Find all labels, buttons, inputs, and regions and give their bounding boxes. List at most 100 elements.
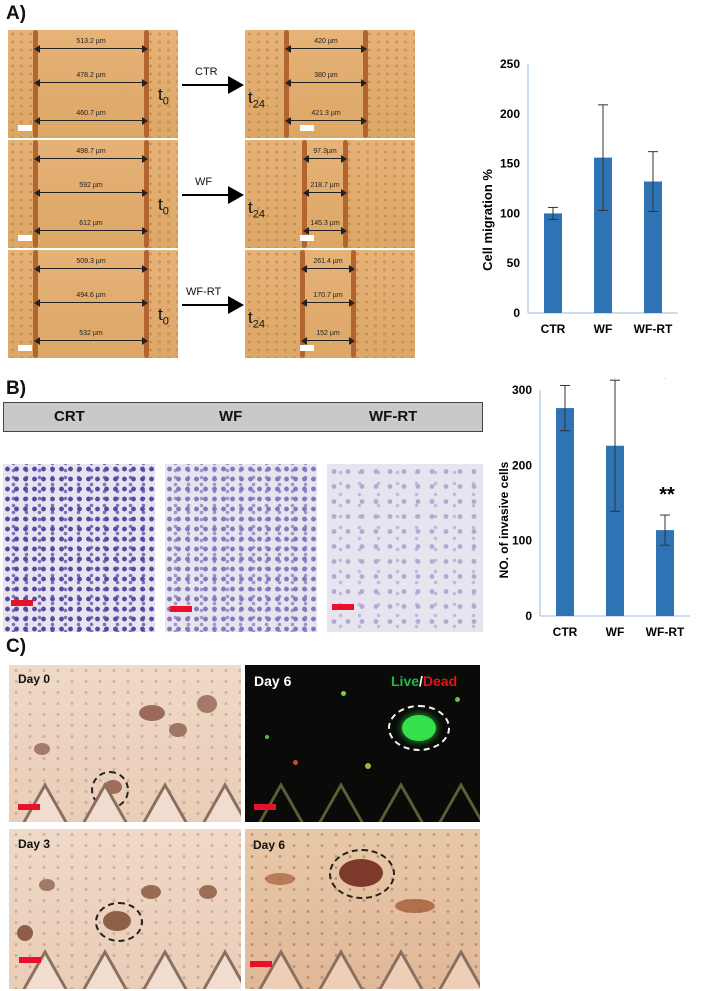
cell-migration-chart: Cell migration % 0 50 100 150 200 250 CTR WF WF-…: [480, 57, 678, 336]
invasion-header-crt: CRT: [54, 408, 85, 425]
measurement-label: 498.7 µm: [76, 148, 106, 155]
measurement-arrow: [301, 265, 355, 273]
measurement-label: 420 µm: [314, 38, 338, 45]
arrow-head: [228, 76, 244, 94]
bar: [544, 213, 562, 313]
category-label: WF-RT: [646, 625, 685, 639]
category-label: WF-RT: [634, 322, 673, 336]
y-tick-label: 100: [512, 534, 532, 548]
category-label: WF: [606, 625, 625, 639]
invasion-image-wf: [165, 464, 317, 632]
t0-label: t0: [158, 195, 169, 218]
y-tick-label: 250: [500, 57, 520, 71]
invasion-header-wfrt: WF-RT: [369, 408, 418, 425]
y-tick-label: 100: [500, 206, 520, 220]
bar: [606, 445, 624, 616]
scale-bar: [18, 125, 32, 131]
arrow-head: [228, 186, 244, 204]
time-arrow: [182, 194, 232, 196]
measurement-label: 532 µm: [79, 330, 103, 337]
chart-b-ylabel: NO. of invasive cells: [497, 461, 511, 578]
day-label: Day 3: [18, 837, 51, 851]
live-label: Live: [391, 673, 420, 689]
category-label: WF: [594, 322, 613, 336]
measurement-label: 478.2 µm: [76, 72, 106, 79]
measurement-arrow: [303, 155, 347, 163]
measurement-arrow: [34, 117, 148, 125]
invasion-header-wf: WF: [219, 408, 243, 425]
arrow-head: [228, 296, 244, 314]
invasion-image-crt: [3, 464, 155, 632]
measurement-label: 460.7 µm: [76, 110, 106, 117]
measurement-label: 97.3µm: [313, 148, 337, 155]
time-arrow: [182, 304, 232, 306]
measurement-label: 421.3 µm: [311, 110, 341, 117]
dead-label: Dead: [422, 673, 458, 689]
scale-bar: [170, 606, 192, 612]
measurement-label: 170.7 µm: [313, 292, 343, 299]
panel-label-b: B): [6, 378, 27, 399]
scale-bar: [300, 235, 314, 241]
spheroid-day0-image: Day 0: [9, 665, 241, 822]
time-arrow: [182, 84, 232, 86]
scale-bar: [300, 125, 314, 131]
y-tick-label: 200: [500, 107, 520, 121]
y-tick-label: 300: [512, 383, 532, 397]
scale-bar: [19, 957, 41, 963]
category-label: CTR: [541, 322, 566, 336]
invasion-header-bar: CRT WF WF-RT: [3, 402, 483, 432]
t24-label: t24: [248, 308, 265, 331]
bar: [656, 530, 674, 616]
condition-label: WF: [195, 176, 213, 188]
category-label: CTR: [553, 625, 578, 639]
bar: [556, 408, 574, 616]
scratch-image-ctr-t0: 513.2 µm 478.2 µm 460.7 µm: [8, 30, 178, 138]
t24-label: t24: [248, 88, 265, 111]
measurement-arrow: [34, 155, 148, 163]
panel-label-a: A): [6, 3, 27, 24]
y-tick-label: 150: [500, 157, 520, 171]
legend-slash: /: [419, 673, 423, 689]
day-label: Day 6: [254, 673, 292, 689]
measurement-arrow: [303, 227, 347, 235]
spheroid-live-dead-image: Day 6 Live/Dead: [245, 665, 480, 822]
invasion-image-wfrt: [327, 464, 483, 632]
scratch-image-ctr-t24: 420 µm 380 µm 421.3 µm: [245, 30, 415, 138]
t24-label: t24: [248, 198, 265, 221]
spheroid-circle-marker: [329, 849, 395, 899]
scale-bar: [11, 600, 33, 606]
invasive-cells-chart: NO. of invasive cells 0 100 200 300 CTR WF WF-…: [497, 378, 690, 639]
measurement-label: 612 µm: [79, 220, 103, 227]
scratch-image-wf-rt-t0: 509.3 µm 494.6 µm 532 µm: [8, 250, 178, 358]
y-tick-label: 200: [512, 458, 532, 472]
spheroid-day6-image: Day 6: [245, 829, 480, 989]
scratch-image-wf-rt-t24: 261.4 µm 170.7 µm 152 µm: [245, 250, 415, 358]
measurement-arrow: [34, 299, 148, 307]
measurement-label: 380 µm: [314, 72, 338, 79]
live-dead-legend: Live/Dead: [391, 673, 457, 689]
day-label: Day 0: [18, 672, 51, 686]
measurement-label: 592 µm: [79, 182, 103, 189]
scratch-image-wf-t0: 498.7 µm 592 µm 612 µm: [8, 140, 178, 248]
spheroid-circle-marker: [95, 902, 143, 942]
t0-label: t0: [158, 305, 169, 328]
t0-label: t0: [158, 85, 169, 108]
bar: [594, 157, 612, 313]
y-tick-label: 0: [513, 306, 520, 320]
spheroid-day3-image: Day 3: [9, 829, 241, 989]
condition-label: WF-RT: [186, 286, 222, 298]
scratch-image-wf-t24: 97.3µm 218.7 µm 145.3 µm: [245, 140, 415, 248]
bar: [644, 181, 662, 313]
measurement-arrow: [34, 189, 148, 197]
scale-bar: [250, 961, 272, 967]
measurement-arrow: [285, 79, 367, 87]
condition-label: CTR: [195, 66, 218, 78]
measurement-arrow: [34, 265, 148, 273]
chart-a-ylabel: Cell migration %: [480, 169, 495, 271]
scale-bar: [18, 804, 40, 810]
spheroid-circle-marker: [388, 705, 450, 751]
measurement-arrow: [301, 299, 355, 307]
scale-bar: [254, 804, 276, 810]
measurement-label: 513.2 µm: [76, 38, 106, 45]
measurement-label: 218.7 µm: [310, 182, 340, 189]
